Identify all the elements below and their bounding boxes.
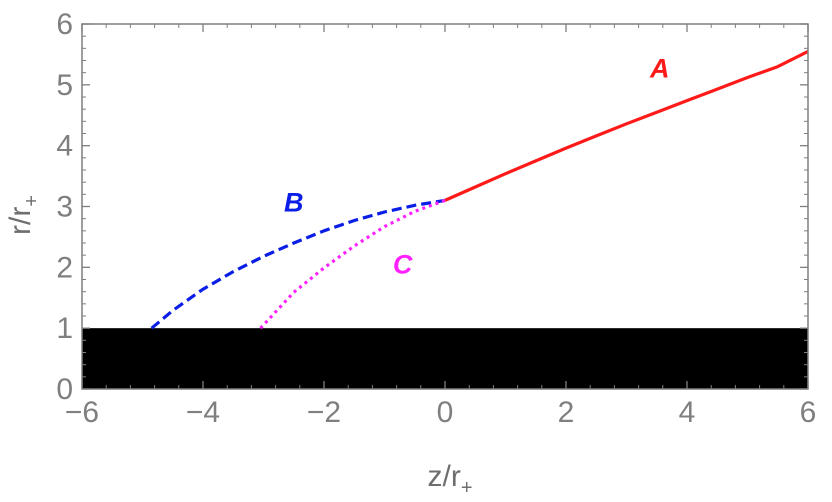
x-tick-label: 4 bbox=[679, 396, 696, 429]
y-tick-label: 1 bbox=[56, 312, 73, 345]
shaded-region bbox=[82, 328, 808, 389]
series-line-a bbox=[444, 49, 809, 202]
series-annotation-c: C bbox=[393, 249, 413, 279]
series-annotation-b: B bbox=[284, 187, 304, 217]
x-tick-label: −4 bbox=[186, 396, 220, 429]
x-tick-label: 6 bbox=[800, 396, 817, 429]
axis-labels: z/r+ r/r+ bbox=[4, 195, 473, 499]
x-tick-label: 2 bbox=[558, 396, 575, 429]
y-axis-label-subscript: + bbox=[21, 195, 43, 207]
y-tick-label: 3 bbox=[56, 191, 73, 224]
x-axis-label: z/r+ bbox=[427, 460, 472, 497]
plot-area: A B C bbox=[82, 49, 809, 389]
series-annotation-a: A bbox=[649, 54, 670, 84]
axis-ticks: −6 −4 −2 0 2 4 6 0 1 2 3 4 5 6 bbox=[56, 8, 816, 429]
x-axis-label-subscript: + bbox=[461, 477, 473, 497]
x-tick-label: −2 bbox=[307, 396, 341, 429]
x-tick-label: −6 bbox=[65, 396, 99, 429]
y-tick-label: 5 bbox=[56, 69, 73, 102]
y-axis-label: r/r+ bbox=[4, 195, 43, 235]
y-tick-label: 6 bbox=[56, 8, 73, 41]
x-tick-label: 0 bbox=[437, 396, 454, 429]
y-tick-label: 2 bbox=[56, 251, 73, 284]
y-tick-label: 4 bbox=[56, 130, 73, 163]
series-line-b bbox=[150, 198, 446, 330]
y-tick-label: 0 bbox=[56, 373, 73, 406]
